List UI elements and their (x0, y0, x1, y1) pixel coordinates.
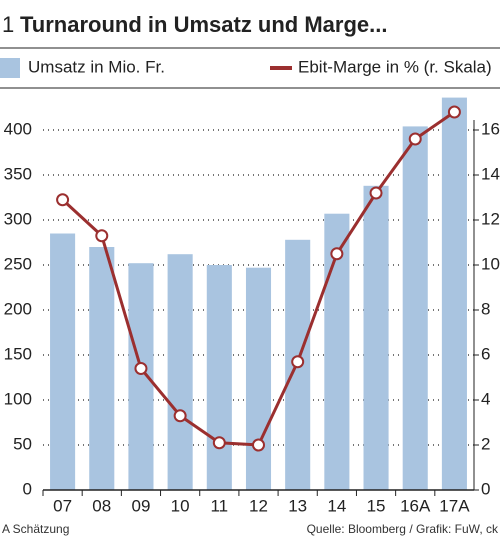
bar (402, 126, 428, 491)
bar (363, 185, 389, 491)
source: Quelle: Bloomberg / Grafik: FuW, ck (307, 522, 499, 536)
y2-tick-label: 0 (481, 479, 490, 498)
figure-number: 1 (2, 12, 14, 37)
line-marker (447, 105, 461, 119)
chart-title: Turnaround in Umsatz und Marge... (20, 12, 388, 37)
x-tick-label: 17A (439, 496, 470, 515)
y-tick-label: 0 (23, 479, 32, 498)
bar (245, 267, 272, 490)
y-tick-label: 50 (13, 434, 32, 453)
y2-tick-label: 6 (481, 344, 490, 363)
line-marker (291, 355, 305, 369)
bar (50, 233, 76, 490)
line-marker (369, 186, 383, 200)
y-tick-label: 350 (4, 164, 32, 183)
y2-tick-label: 2 (481, 434, 490, 453)
bar (128, 263, 154, 490)
y-tick-label: 200 (4, 299, 32, 318)
y-tick-label: 100 (4, 389, 32, 408)
line-marker (212, 436, 226, 450)
x-tick-label: 09 (131, 496, 150, 515)
y2-tick-label: 4 (481, 389, 490, 408)
x-tick-label: 10 (171, 496, 190, 515)
y2-tick-label: 14 (481, 164, 500, 183)
x-tick-label: 12 (249, 496, 268, 515)
y-tick-label: 250 (4, 254, 32, 273)
bar (89, 247, 115, 490)
bar (441, 97, 467, 490)
x-tick-label: 16A (400, 496, 431, 515)
line-marker (173, 409, 187, 423)
x-tick-label: 14 (327, 496, 346, 515)
x-tick-label: 07 (53, 496, 72, 515)
x-tick-label: 13 (288, 496, 307, 515)
y2-tick-label: 12 (481, 209, 500, 228)
y2-tick-label: 16 (481, 119, 500, 138)
x-tick-label: 11 (210, 496, 228, 515)
line-marker (252, 438, 265, 452)
y2-tick-label: 10 (481, 254, 500, 273)
y-tick-label: 400 (4, 119, 32, 138)
legend-label: Umsatz in Mio. Fr. (28, 57, 165, 76)
line-marker (408, 132, 422, 146)
line-marker (56, 193, 70, 207)
legend-label: Ebit-Marge in % (r. Skala) (298, 57, 492, 76)
legend-swatch (0, 58, 20, 78)
y-tick-label: 300 (4, 209, 32, 228)
line-marker (134, 362, 148, 375)
bar (206, 265, 232, 490)
line-marker (95, 229, 109, 243)
bar (167, 254, 193, 490)
x-tick-label: 15 (367, 496, 386, 515)
y-tick-label: 150 (4, 344, 32, 363)
y2-tick-label: 8 (481, 299, 490, 318)
x-tick-label: 08 (92, 496, 111, 515)
line-marker (330, 247, 344, 261)
footnote: A Schätzung (2, 522, 69, 536)
